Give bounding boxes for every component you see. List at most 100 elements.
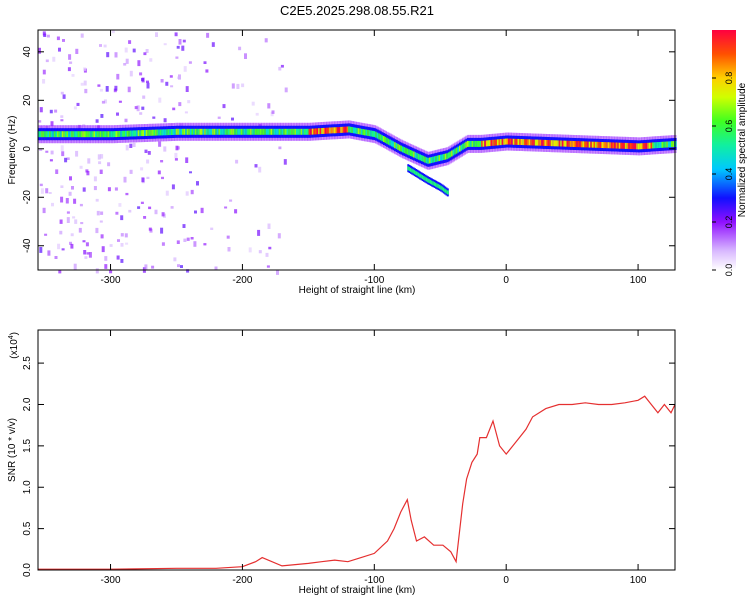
ridge-core	[352, 127, 356, 134]
noise-speckle	[251, 101, 255, 106]
noise-speckle	[139, 112, 143, 115]
ridge-core	[178, 128, 182, 135]
ridge-core	[128, 130, 131, 137]
noise-speckle	[284, 87, 288, 93]
noise-speckle	[42, 69, 46, 75]
noise-speckle	[49, 109, 53, 114]
ridge-core	[582, 141, 585, 148]
ridge-core	[576, 141, 579, 148]
noise-speckle	[277, 233, 281, 239]
ridge-core	[156, 129, 160, 136]
ridge-core	[430, 157, 433, 164]
branch-core	[446, 190, 449, 195]
noise-speckle	[127, 86, 131, 93]
noise-speckle	[186, 237, 190, 241]
noise-speckle	[97, 84, 101, 87]
noise-speckle	[169, 75, 173, 78]
noise-speckle	[68, 54, 72, 60]
ridge-core	[44, 131, 47, 138]
noise-speckle	[176, 45, 180, 49]
ridge-core	[553, 140, 557, 147]
x-tick-label: -200	[232, 275, 252, 286]
ridge-core	[332, 127, 335, 134]
y-tick-label: 2.5	[22, 356, 33, 370]
ridge-core	[49, 131, 52, 138]
ridge-core	[474, 140, 478, 147]
noise-speckle	[142, 95, 146, 99]
ridge-core	[522, 139, 525, 146]
colorbar-tick-label: 0.2	[724, 216, 734, 229]
noise-speckle	[59, 219, 63, 224]
ridge-core	[593, 141, 596, 148]
ridge-core	[628, 143, 631, 149]
ridge-core	[215, 128, 218, 135]
ridge-core	[533, 139, 536, 146]
noise-speckle	[267, 103, 271, 109]
noise-speckle	[123, 176, 127, 183]
ridge-core	[120, 130, 123, 137]
ridge-core	[413, 151, 416, 158]
snr-y-ticks: 0.0 0.5 1.0 1.5 2.0 2.5	[22, 356, 675, 577]
ridge-core	[88, 131, 91, 138]
ridge-core	[207, 128, 210, 135]
noise-speckle	[231, 83, 235, 89]
ridge-core	[601, 142, 604, 148]
noise-speckle	[258, 250, 262, 254]
ridge-core	[96, 131, 99, 138]
noise-speckle	[80, 222, 84, 225]
ridge-core	[79, 131, 82, 138]
noise-speckle	[64, 157, 68, 163]
ridge-core	[392, 141, 395, 148]
ridge-core	[341, 126, 345, 133]
noise-speckle	[99, 44, 102, 47]
ridge-core	[557, 140, 560, 147]
noise-speckle	[42, 31, 46, 36]
noise-speckle	[100, 234, 104, 239]
noise-speckle	[236, 83, 240, 89]
noise-speckle	[116, 73, 120, 80]
ridge-core	[340, 126, 343, 133]
noise-speckle	[174, 152, 178, 158]
ridge-core	[466, 140, 470, 147]
snr-exponent-base: (x10	[9, 339, 20, 359]
ridge-core	[299, 128, 302, 135]
ridge-core	[123, 130, 126, 137]
ridge-core	[658, 142, 661, 148]
ridge-core	[329, 127, 332, 134]
ridge-core	[636, 143, 639, 150]
ridge-core	[136, 130, 139, 137]
ridge-core	[240, 128, 243, 135]
ridge-core	[506, 138, 509, 145]
noise-speckle	[128, 209, 132, 213]
noise-speckle	[278, 66, 282, 71]
branch-core	[441, 186, 444, 191]
noise-speckle	[83, 80, 87, 86]
noise-speckle	[248, 247, 252, 253]
ridge-core	[595, 141, 598, 148]
snr-x-axis-label: Height of straight line (km)	[299, 585, 416, 596]
spectrogram-x-axis-label: Height of straight line (km)	[299, 285, 416, 296]
noise-speckle	[85, 242, 89, 247]
noise-speckle	[125, 242, 129, 245]
ridge-core	[612, 142, 615, 149]
ridge-core	[202, 128, 205, 135]
ridge-core	[140, 130, 144, 137]
x-tick-label: -300	[101, 575, 121, 586]
noise-speckle	[231, 117, 234, 121]
ridge-core	[671, 141, 674, 148]
ridge-core	[50, 131, 54, 138]
noise-speckle	[267, 223, 271, 229]
ridge-core	[641, 143, 644, 150]
ridge-core	[193, 128, 196, 135]
ridge-core	[90, 131, 93, 138]
ridge-core	[451, 150, 454, 157]
branch-core	[421, 175, 424, 180]
ridge-core	[606, 142, 609, 149]
ridge-core	[489, 140, 492, 147]
ridge-core	[118, 130, 122, 137]
ridge-core	[493, 139, 497, 146]
ridge-core	[617, 142, 620, 149]
noise-speckle	[61, 248, 65, 251]
ridge-core	[77, 131, 80, 138]
noise-speckle	[100, 114, 104, 118]
